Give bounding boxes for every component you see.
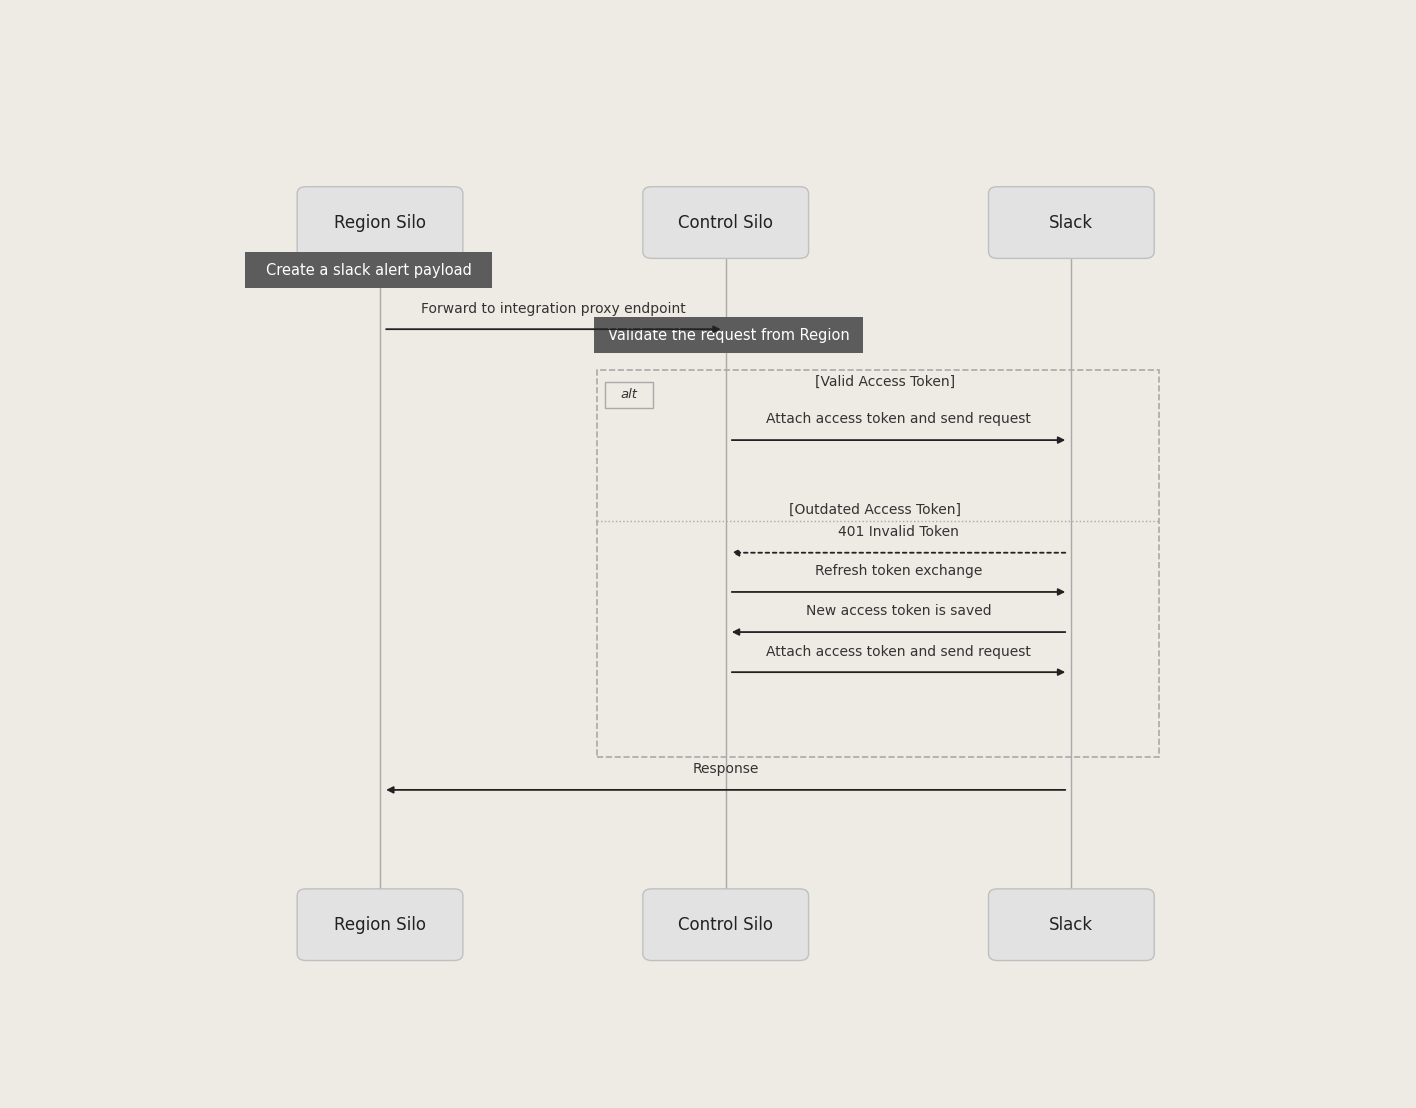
Text: New access token is saved: New access token is saved (806, 604, 991, 618)
Text: Region Silo: Region Silo (334, 214, 426, 232)
Text: [Outdated Access Token]: [Outdated Access Token] (789, 503, 961, 517)
Text: Response: Response (692, 762, 759, 777)
Text: [Valid Access Token]: [Valid Access Token] (814, 376, 954, 389)
FancyBboxPatch shape (595, 317, 862, 353)
FancyBboxPatch shape (988, 889, 1154, 961)
Text: 401 Invalid Token: 401 Invalid Token (838, 525, 959, 540)
Text: Validate the request from Region: Validate the request from Region (607, 328, 850, 342)
Text: Region Silo: Region Silo (334, 915, 426, 934)
Text: Attach access token and send request: Attach access token and send request (766, 412, 1031, 427)
FancyBboxPatch shape (643, 889, 809, 961)
Text: Slack: Slack (1049, 214, 1093, 232)
Text: Control Silo: Control Silo (678, 214, 773, 232)
Text: Refresh token exchange: Refresh token exchange (814, 564, 983, 578)
FancyBboxPatch shape (297, 889, 463, 961)
Text: Attach access token and send request: Attach access token and send request (766, 645, 1031, 658)
Text: alt: alt (620, 389, 637, 401)
Text: Forward to integration proxy endpoint: Forward to integration proxy endpoint (421, 301, 685, 316)
FancyBboxPatch shape (988, 187, 1154, 258)
Text: Create a slack alert payload: Create a slack alert payload (266, 263, 472, 278)
FancyBboxPatch shape (643, 187, 809, 258)
Text: Slack: Slack (1049, 915, 1093, 934)
FancyBboxPatch shape (605, 382, 653, 408)
FancyBboxPatch shape (297, 187, 463, 258)
FancyBboxPatch shape (245, 253, 491, 288)
Text: Control Silo: Control Silo (678, 915, 773, 934)
